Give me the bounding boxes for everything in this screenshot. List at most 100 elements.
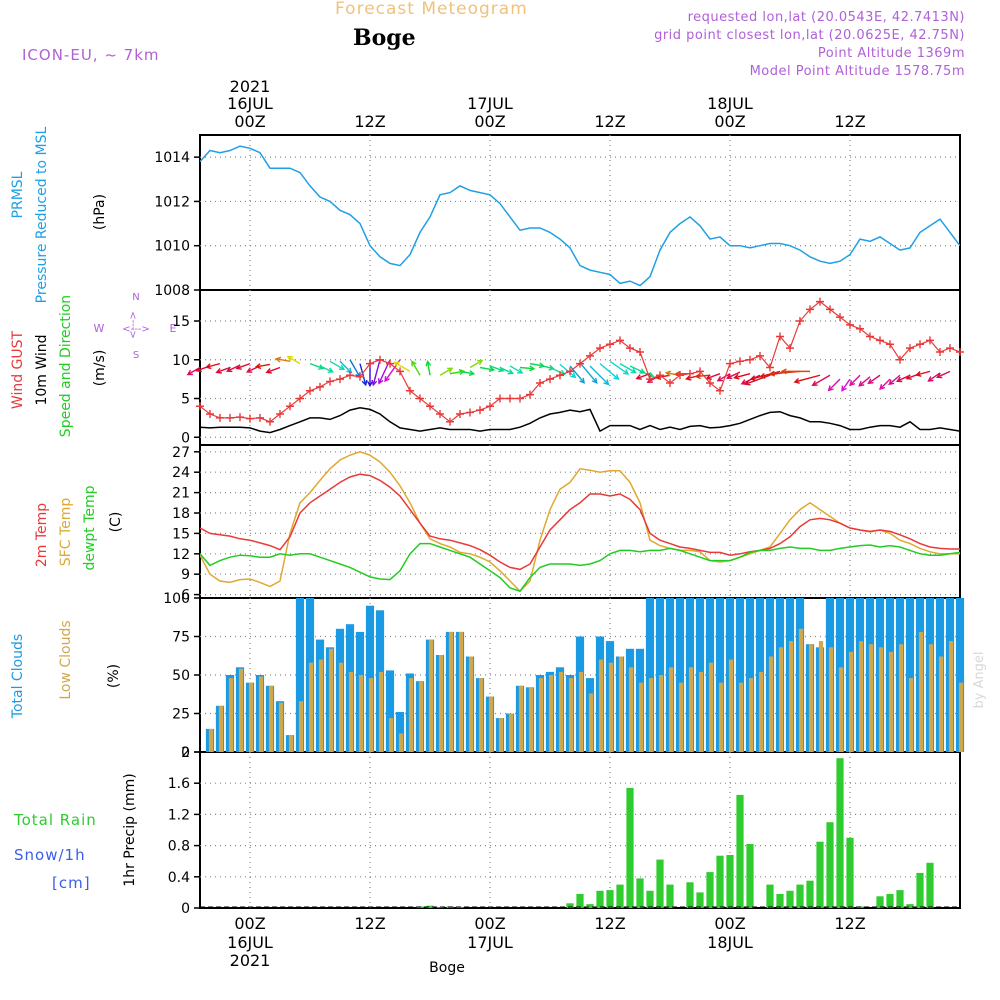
rain-bar [426,905,434,908]
bottom-hour-label: 00Z [474,914,505,933]
low-clouds-bar [448,631,454,752]
gust-marker [636,348,644,356]
gust-marker [796,317,804,325]
wind-arrow-shaft [745,374,771,385]
gust-marker [486,402,494,411]
wind-arrow-shaft [734,373,751,379]
rain-bar [436,907,444,908]
low-clouds-bar [948,641,954,752]
rain-bar [796,884,804,908]
wind-arrow-shaft [888,374,901,385]
bottom-hour-label: 12Z [834,914,865,933]
y-tick-label: 1.6 [168,776,190,792]
gust-marker [766,363,774,372]
wind-arrow-head [841,385,847,392]
rain-bar [896,890,904,908]
low-clouds-bar [868,644,874,752]
wind-arrow-head [195,366,202,373]
wind-arrow-shaft [499,366,513,375]
wind-arrow-head [780,368,787,375]
wind-arrow-shaft [937,370,951,378]
wind-arrow-head [716,376,723,382]
wind-arrow-head [915,370,922,377]
low-clouds-bar [938,656,944,752]
ylabel-10m-wind: 10m Wind [34,334,50,405]
wind-arrow-shaft [309,362,324,370]
wind-arrow-shaft [619,363,636,374]
low-clouds-bar [428,639,434,752]
wind-arrow-head [613,374,620,381]
y-tick-label: 50 [172,668,190,684]
wind-arrow-shaft [727,371,741,379]
compass-east: E [170,322,177,335]
low-clouds-bar [388,718,394,752]
wind-arrow-head [338,364,346,371]
bottom-date-label: 17JUL [467,933,513,952]
gust-marker [696,367,704,376]
rain-bar [876,896,884,908]
gust-marker [276,410,284,418]
wind-arrow-head [725,373,733,380]
y-tick-label: 21 [172,486,190,502]
wind-arrow-head [468,370,476,377]
gust-marker [836,313,844,322]
rain-bar [646,890,654,908]
low-clouds-bar [258,676,264,752]
wind-arrow-head [570,372,577,379]
gust-marker [216,413,224,422]
total-clouds-bar [735,598,745,752]
top-hour-label: 00Z [714,112,745,131]
wind-arrow-head [477,359,484,366]
low-clouds-bar [788,641,794,752]
top-hour-label: 00Z [234,112,265,131]
low-clouds-bar [438,655,444,752]
rain-bar [716,855,724,908]
wind-arrow-shaft [549,366,565,375]
low-clouds-bar [638,682,644,752]
rain-bar [826,822,834,908]
ylabel-precip: 1hr Precip (mm) [122,773,138,886]
gust-marker [426,402,434,411]
rain-bar [666,884,674,908]
location-title: Boge [353,25,416,51]
wind-arrow-shaft [868,374,881,384]
y-tick-label: 24 [172,465,190,481]
gust-marker [526,390,534,399]
gust-marker [196,402,204,411]
gust-marker [896,355,904,364]
y-tick-label: 27 [172,445,190,461]
top-hour-label: 12Z [594,112,625,131]
gust-marker [886,340,894,349]
gust-marker [466,408,474,417]
y-tick-label: 6 [181,588,190,604]
low-clouds-bar [358,675,364,752]
compass-ns-arrow: <---> [128,311,139,339]
low-clouds-bar [328,648,334,752]
gust-marker [516,394,524,403]
ylabel-dewpt-temp: dewpt Temp [82,485,98,570]
y-tick-label: 15 [172,526,190,542]
wind-arrow-shaft [206,362,221,368]
wind-arrow-head [858,380,865,387]
rain-bar [566,903,574,908]
wind-arrow-head [733,373,740,380]
gust-marker [446,417,454,426]
gust-marker [646,375,654,384]
wind-arrow-head [867,378,874,385]
gust-marker [236,413,244,422]
wind-arrow-shaft [359,363,367,386]
low-clouds-bar [888,651,894,752]
total-clouds-bar [645,598,655,752]
rain-bar [766,884,774,908]
wind-arrow-shaft [589,365,609,385]
total-clouds-bar [715,598,725,752]
low-clouds-bar [378,671,384,752]
gust-marker [576,359,584,368]
rain-bar [916,872,924,908]
wind-arrow-head [447,367,454,373]
wind-arrow-head [205,363,212,370]
wind-arrow-head [274,356,282,363]
wind-arrow-head [254,363,262,370]
wind-arrow-shaft [459,370,474,375]
gust-marker [736,357,744,366]
